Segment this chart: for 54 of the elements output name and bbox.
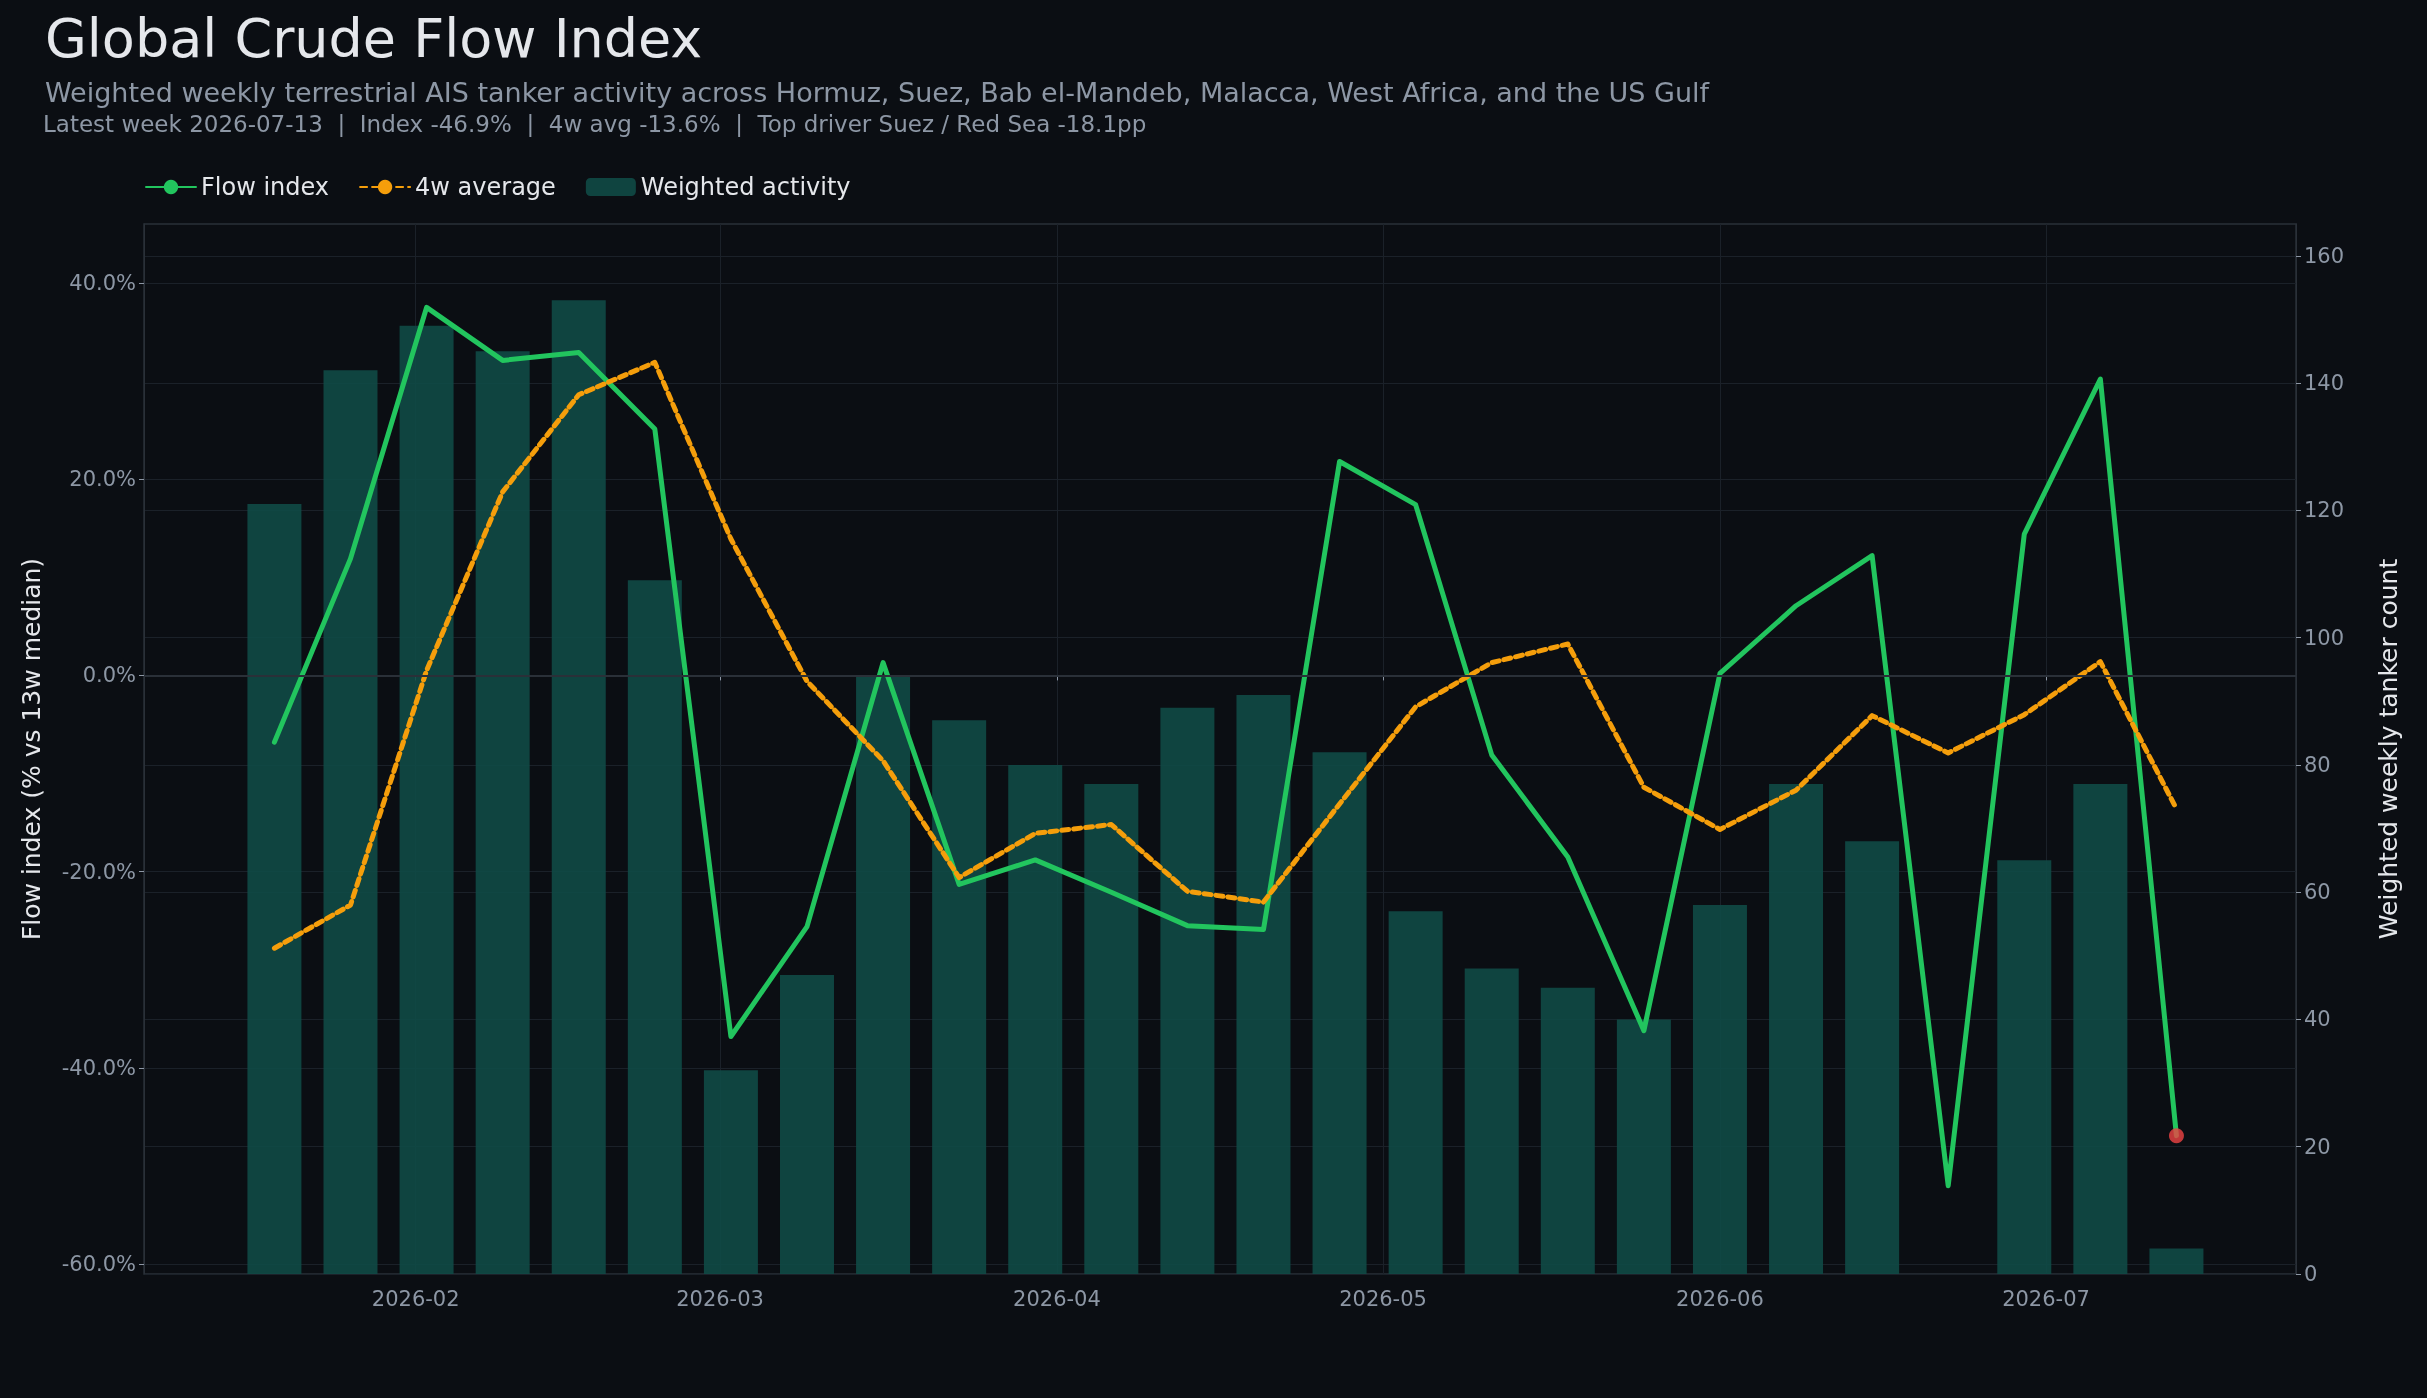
x-tick-label: 2026-05: [1339, 1286, 1427, 1311]
y-tick-label: 40.0%: [69, 270, 136, 295]
bar: [1845, 841, 1900, 1274]
bar: [1160, 707, 1215, 1274]
bar: [1312, 752, 1367, 1274]
bar: [856, 675, 911, 1274]
bar: [932, 720, 987, 1274]
legend-label: 4w average: [415, 173, 556, 201]
bar: [1236, 694, 1291, 1274]
bar: [551, 300, 606, 1274]
y2-tick-label: 140: [2304, 371, 2345, 396]
y2-tick-label: 80: [2304, 752, 2331, 777]
bar: [1540, 987, 1595, 1274]
y2-tick-label: 20: [2304, 1134, 2331, 1159]
legend-label: Flow index: [201, 173, 330, 201]
y-tick-label: -20.0%: [61, 859, 136, 884]
bar: [399, 325, 454, 1274]
x-tick-label: 2026-06: [1676, 1286, 1764, 1311]
bar: [323, 370, 378, 1274]
bar: [1692, 904, 1747, 1274]
y2-tick-label: 160: [2304, 243, 2345, 268]
bar: [1464, 968, 1519, 1274]
bar: [627, 580, 682, 1274]
x-tick-label: 2026-03: [676, 1286, 764, 1311]
bar: [247, 504, 302, 1274]
bar: [2073, 784, 2128, 1274]
legend-label: Weighted activity: [640, 173, 851, 201]
chart-subtitle: Weighted weekly terrestrial AIS tanker activity across Hormuz, Suez, Bab el-Mandeb, Malacca, West Africa, and the US Gulf: [45, 77, 1711, 108]
bar: [1084, 784, 1139, 1274]
bar: [1008, 764, 1063, 1274]
bar: [1388, 911, 1443, 1274]
bar: [779, 974, 834, 1274]
y-tick-label: 20.0%: [69, 467, 136, 492]
bar: [2149, 1248, 2204, 1274]
x-tick-label: 2026-04: [1013, 1286, 1101, 1311]
x-tick-label: 2026-07: [2002, 1286, 2090, 1311]
text: Latest week 2026-07-13 | Index -46.9% | 4w avg -13.6% | Top driver Suez / Red Sea -18.1pp: [43, 110, 1147, 137]
y2-tick-label: 0: [2304, 1262, 2318, 1286]
bar: [1997, 860, 2052, 1274]
y2-axis-title: Weighted weekly tanker count: [2374, 558, 2403, 940]
y-axis-title: Flow index (% vs 13w median): [17, 557, 46, 941]
y2-tick-label: 120: [2304, 498, 2345, 523]
bar: [703, 1070, 758, 1274]
y-tick-label: -60.0%: [61, 1252, 136, 1277]
y2-tick-label: 60: [2304, 880, 2331, 905]
bar: [1616, 1019, 1671, 1274]
y2-tick-label: 40: [2304, 1007, 2331, 1032]
bar: [475, 351, 530, 1274]
y-tick-label: 0.0%: [82, 663, 136, 688]
bar: [1769, 784, 1824, 1274]
x-tick-label: 2026-02: [371, 1286, 460, 1311]
y-tick-label: -40.0%: [61, 1055, 136, 1080]
chart-title: Global Crude Flow Index: [45, 6, 703, 70]
y2-tick-label: 100: [2304, 625, 2345, 650]
